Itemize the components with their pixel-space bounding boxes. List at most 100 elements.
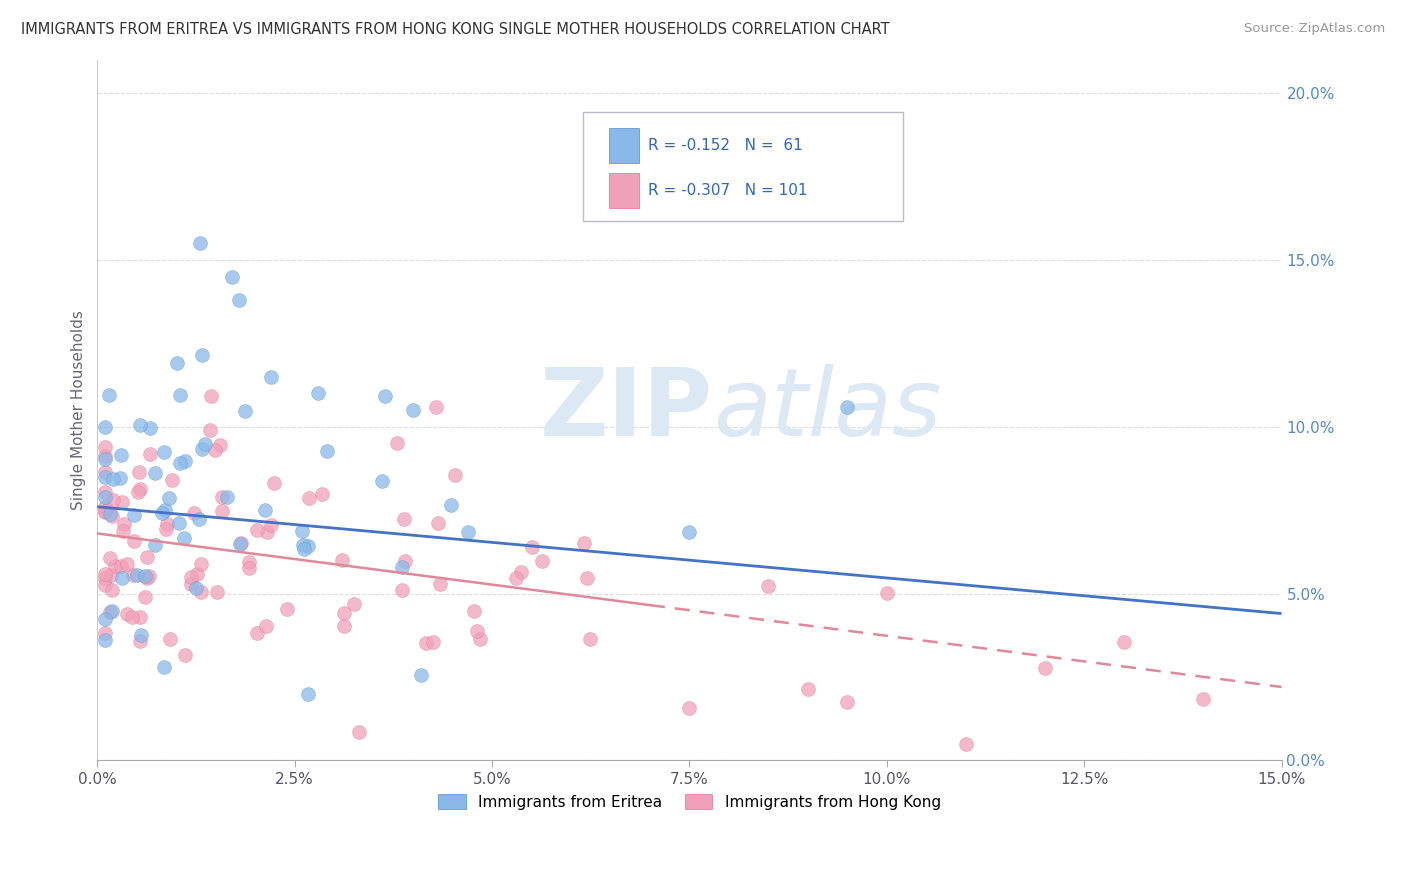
Point	[291, 524, 314, 538]
Point	[391, 559, 413, 574]
Point	[1033, 660, 1056, 674]
Point	[94, 485, 117, 500]
Point	[209, 438, 232, 452]
Point	[465, 624, 488, 638]
Point	[138, 569, 160, 583]
Point	[169, 388, 191, 402]
Text: atlas: atlas	[713, 365, 942, 456]
Point	[221, 269, 243, 284]
Point	[1112, 634, 1135, 648]
Point	[576, 571, 599, 585]
Point	[425, 400, 447, 414]
Point	[98, 605, 121, 619]
Point	[167, 516, 190, 530]
Point	[246, 524, 269, 538]
Point	[188, 236, 211, 251]
Point	[260, 369, 283, 384]
Point	[229, 537, 252, 551]
Point	[94, 612, 117, 626]
Point	[315, 444, 337, 458]
Point	[402, 403, 425, 417]
Point	[463, 604, 485, 618]
Text: IMMIGRANTS FROM ERITREA VS IMMIGRANTS FROM HONG KONG SINGLE MOTHER HOUSEHOLDS CO: IMMIGRANTS FROM ERITREA VS IMMIGRANTS FR…	[21, 22, 890, 37]
Point	[311, 487, 333, 501]
Point	[955, 737, 977, 751]
Point	[263, 475, 285, 490]
Point	[94, 440, 117, 454]
Point	[186, 582, 208, 596]
Point	[129, 628, 152, 642]
Point	[94, 451, 117, 466]
Point	[194, 437, 217, 451]
Point	[110, 448, 132, 462]
Point	[276, 601, 298, 615]
Text: R = -0.152   N =  61: R = -0.152 N = 61	[648, 138, 803, 153]
Point	[94, 626, 117, 640]
Point	[294, 542, 316, 557]
Point	[238, 555, 260, 569]
Point	[217, 490, 239, 504]
Point	[134, 591, 156, 605]
Point	[409, 668, 432, 682]
Point	[153, 445, 176, 459]
Point	[98, 550, 121, 565]
Point	[166, 356, 188, 370]
Point	[134, 569, 156, 583]
Point	[150, 506, 173, 520]
Point	[228, 293, 250, 307]
Point	[128, 609, 150, 624]
Bar	[609, 128, 638, 163]
Point	[183, 506, 205, 520]
Point	[415, 635, 437, 649]
Point	[101, 604, 124, 618]
Point	[204, 442, 226, 457]
Point	[153, 660, 176, 674]
Point	[94, 566, 117, 581]
Point	[180, 577, 202, 591]
Point	[94, 506, 117, 520]
Point	[169, 456, 191, 470]
Point	[112, 516, 135, 531]
Point	[190, 585, 212, 599]
Point	[253, 502, 276, 516]
Point	[143, 538, 166, 552]
Point	[678, 524, 700, 539]
Text: Source: ZipAtlas.com: Source: ZipAtlas.com	[1244, 22, 1385, 36]
Point	[246, 626, 269, 640]
Point	[122, 568, 145, 582]
Point	[332, 619, 354, 633]
Point	[115, 607, 138, 622]
Point	[678, 701, 700, 715]
Point	[186, 567, 208, 582]
Point	[121, 610, 143, 624]
Point	[136, 549, 159, 564]
Point	[394, 512, 416, 526]
Point	[297, 539, 319, 553]
Point	[112, 524, 135, 538]
Point	[509, 565, 531, 579]
Point	[157, 491, 180, 505]
Point	[108, 471, 131, 485]
Point	[104, 559, 127, 574]
Point	[160, 474, 183, 488]
Point	[128, 465, 150, 479]
Point	[153, 503, 176, 517]
Point	[211, 490, 233, 504]
Point	[347, 725, 370, 739]
Point	[156, 517, 179, 532]
Point	[422, 635, 444, 649]
Point	[233, 404, 256, 418]
Point	[343, 597, 366, 611]
Point	[139, 447, 162, 461]
Point	[98, 507, 121, 521]
Point	[758, 579, 780, 593]
Point	[190, 557, 212, 571]
Point	[191, 348, 214, 362]
FancyBboxPatch shape	[583, 112, 903, 221]
Point	[837, 695, 859, 709]
Point	[391, 582, 413, 597]
Point	[297, 687, 319, 701]
Point	[371, 474, 394, 488]
Point	[191, 442, 214, 456]
Point	[443, 467, 465, 482]
